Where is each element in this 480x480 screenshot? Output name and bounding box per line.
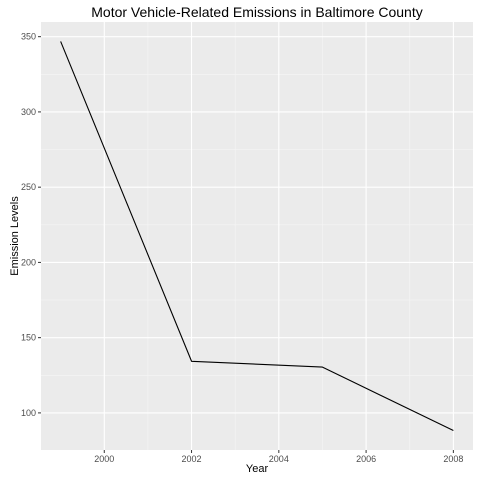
series-layer: [60, 41, 454, 432]
y-tick-label: 300: [21, 107, 36, 117]
y-tick-label: 350: [21, 32, 36, 42]
series-line: [60, 41, 454, 432]
major-gridlines: [41, 22, 473, 450]
x-tick-label: 2008: [443, 454, 463, 464]
chart-title: Motor Vehicle-Related Emissions in Balti…: [91, 4, 422, 20]
x-axis-ticks: 2000 2002 2004 2006 2008: [94, 450, 463, 464]
x-tick-label: 2000: [94, 454, 114, 464]
x-axis-title: Year: [246, 463, 269, 475]
x-tick-label: 2004: [269, 454, 289, 464]
x-tick-label: 2006: [356, 454, 376, 464]
y-tick-label: 150: [21, 333, 36, 343]
plot-panel: [41, 22, 473, 450]
y-tick-label: 250: [21, 182, 36, 192]
minor-gridlines: [41, 22, 473, 450]
y-tick-label: 200: [21, 257, 36, 267]
y-tick-label: 100: [21, 408, 36, 418]
y-axis-title: Emission Levels: [9, 196, 21, 276]
y-axis-ticks: 100 150 200 250 300 350: [21, 32, 41, 418]
x-tick-label: 2002: [182, 454, 202, 464]
